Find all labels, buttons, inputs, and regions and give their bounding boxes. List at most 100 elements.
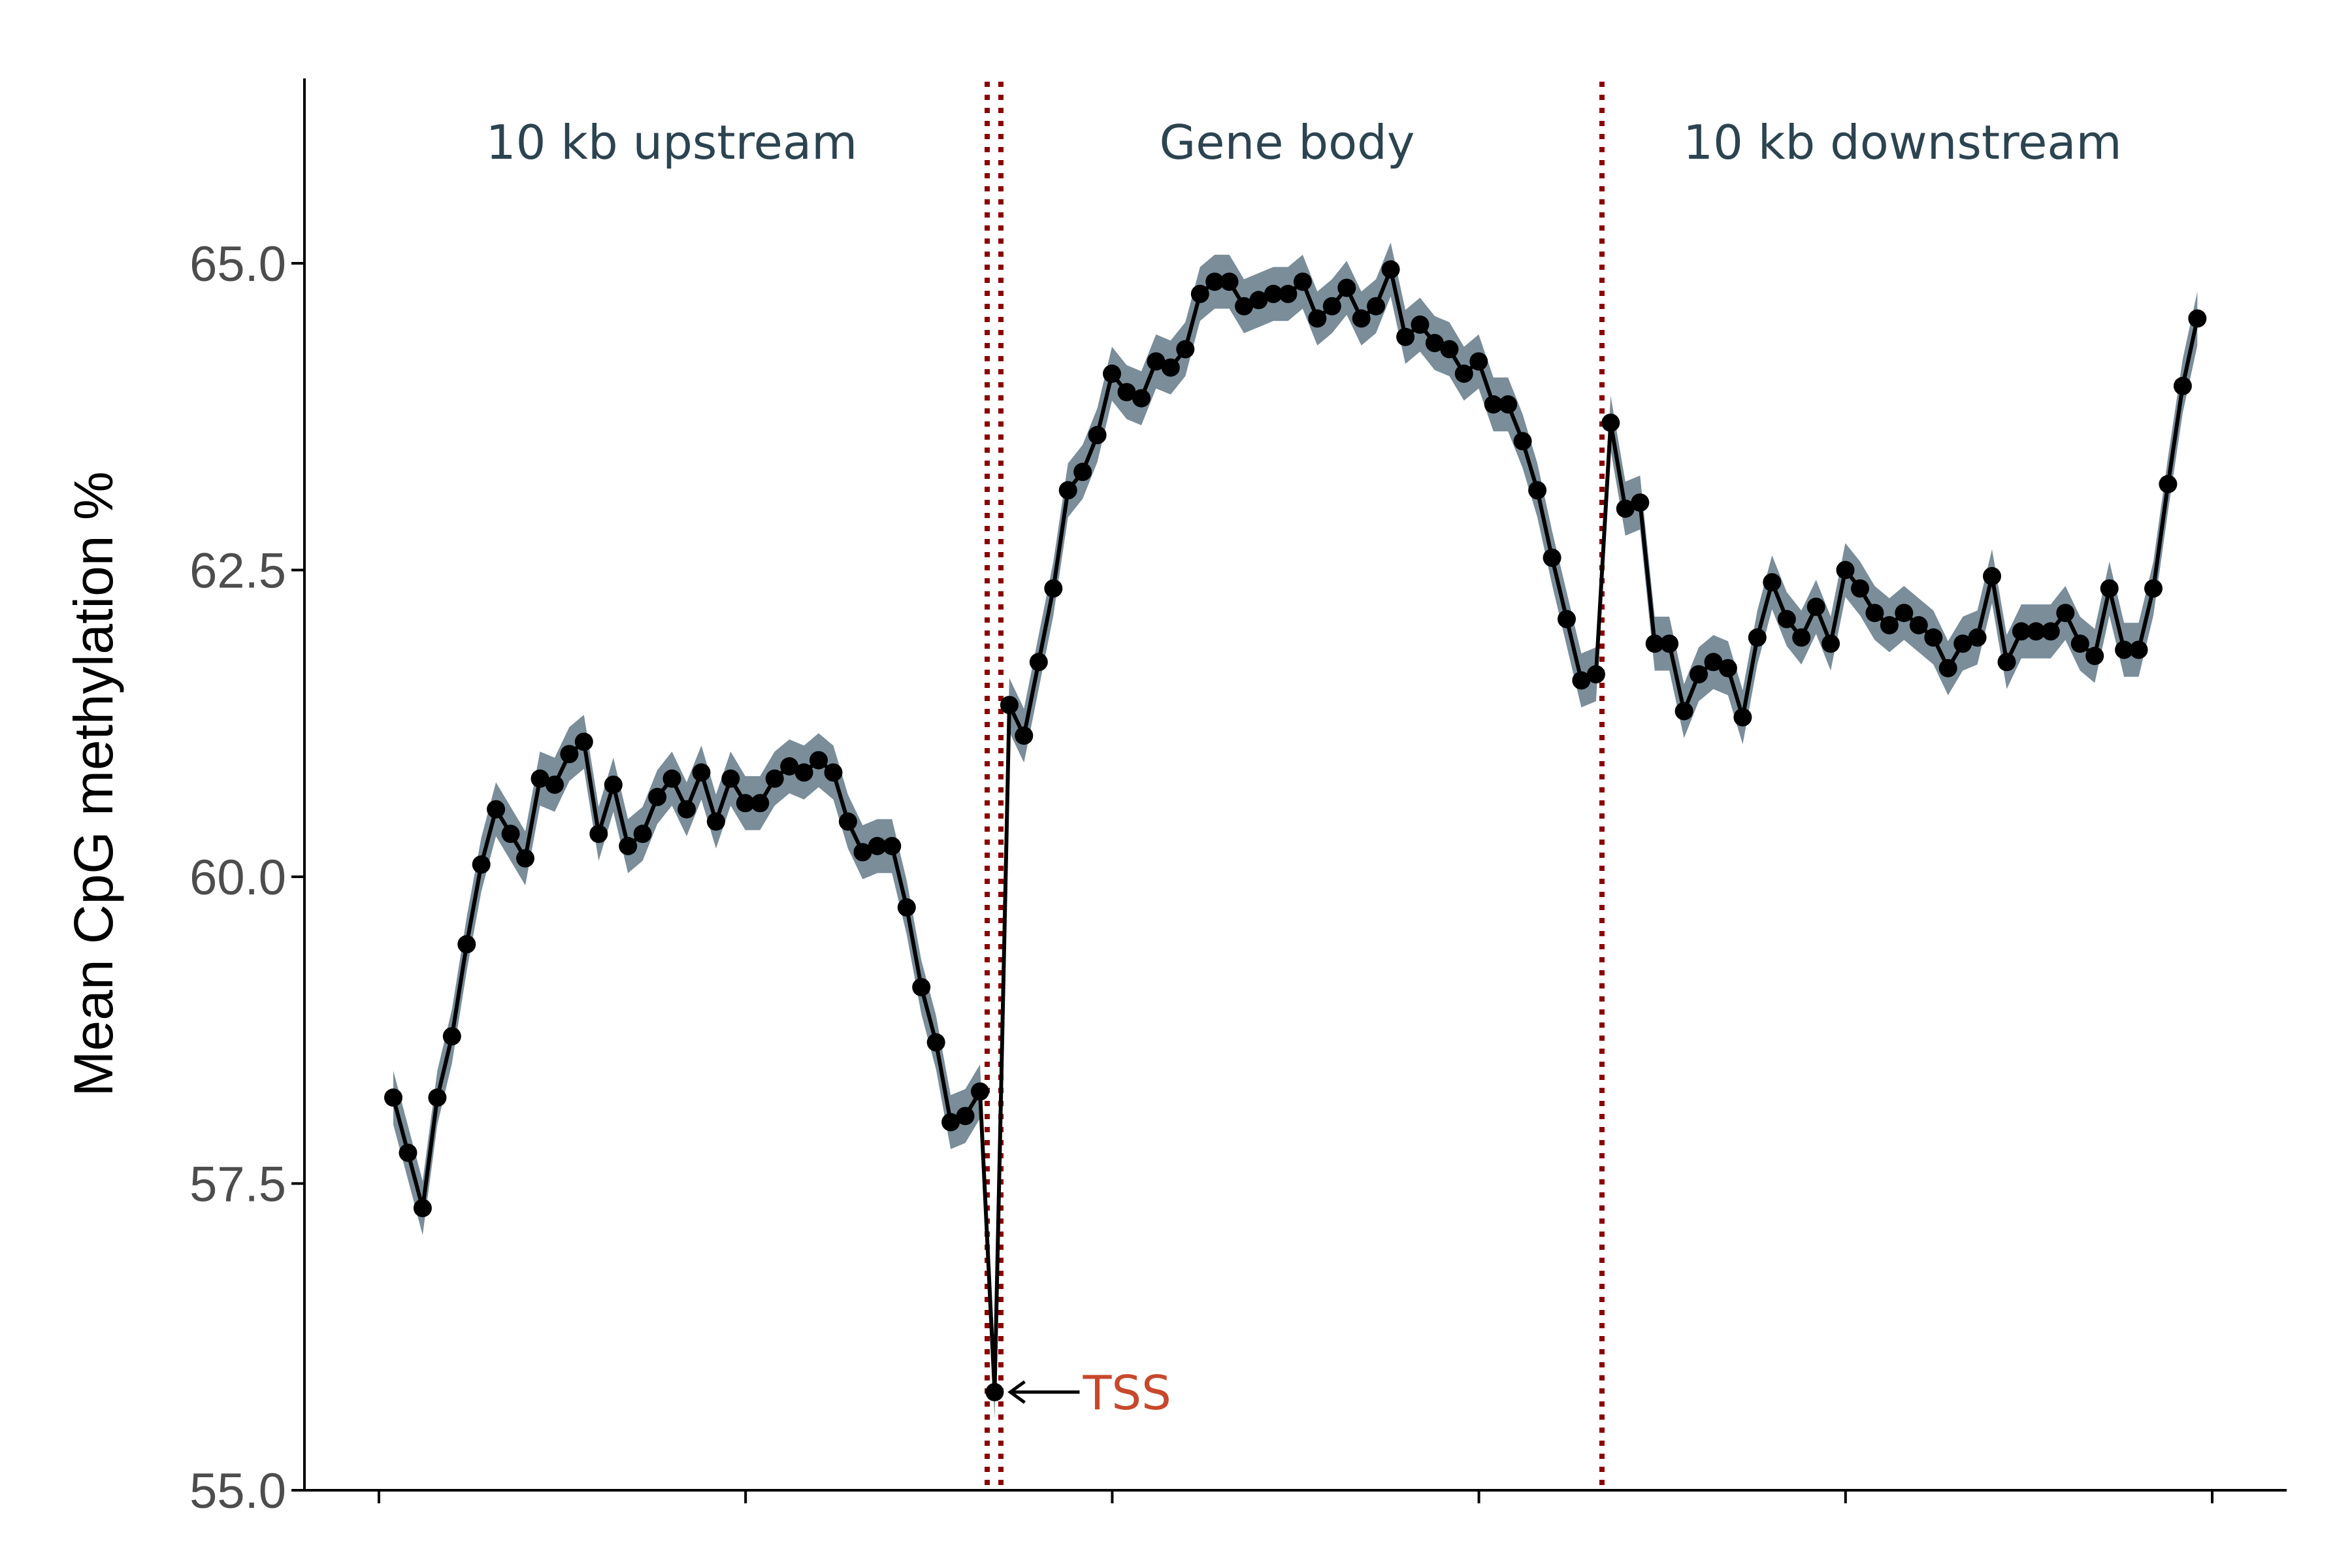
- tss-arrow-head: [1007, 1380, 1026, 1404]
- data-point: [2159, 475, 2178, 493]
- data-point: [1308, 309, 1327, 328]
- data-point: [2188, 309, 2207, 328]
- data-point: [1190, 284, 1209, 303]
- data-point: [1983, 566, 2001, 585]
- data-point: [897, 898, 916, 917]
- y-tick-label: 60.0: [189, 850, 286, 906]
- data-point: [1425, 334, 1444, 353]
- region-labels-layer: 10 kb upstream Gene body 10 kb downstream: [486, 115, 2122, 170]
- data-point: [487, 800, 506, 819]
- data-point: [794, 763, 813, 782]
- data-point: [971, 1082, 989, 1101]
- y-axis-title: Mean CpG methylation %: [63, 471, 124, 1096]
- data-point: [1073, 463, 1092, 482]
- data-point: [1454, 365, 1473, 383]
- data-point: [1499, 395, 1518, 414]
- data-point: [1161, 358, 1180, 377]
- data-point: [883, 837, 902, 855]
- data-point: [1235, 297, 1254, 316]
- data-point: [589, 825, 608, 843]
- data-point: [442, 1027, 461, 1046]
- data-point: [765, 769, 784, 788]
- annotation-layer: TSS: [1007, 1365, 1171, 1420]
- data-point: [384, 1088, 402, 1107]
- data-point: [1205, 272, 1224, 291]
- data-point: [1440, 340, 1459, 359]
- data-point: [604, 776, 623, 794]
- data-point: [1645, 634, 1664, 653]
- data-point: [574, 732, 593, 751]
- y-tick-label: 57.5: [189, 1157, 286, 1213]
- data-point: [780, 757, 799, 776]
- data-point: [2041, 622, 2060, 641]
- data-point: [1249, 291, 1268, 310]
- data-point: [1293, 272, 1312, 291]
- data-point: [985, 1382, 1004, 1401]
- tss-label: TSS: [1082, 1365, 1171, 1420]
- data-point: [1586, 665, 1605, 684]
- data-point: [1103, 365, 1121, 383]
- data-point: [1997, 653, 2016, 672]
- data-point: [662, 769, 681, 788]
- data-point: [1015, 727, 1034, 745]
- data-point: [2144, 579, 2163, 598]
- data-point: [692, 763, 711, 782]
- data-point: [472, 855, 491, 874]
- data-point: [1367, 297, 1386, 316]
- data-point: [1880, 616, 1899, 634]
- data-point: [648, 787, 667, 806]
- data-point: [633, 825, 652, 843]
- confidence-band: [393, 242, 2198, 1420]
- series-line-layer: [391, 267, 2200, 1394]
- data-point: [1865, 604, 1884, 623]
- data-point: [1836, 561, 1855, 580]
- data-point: [838, 812, 857, 831]
- data-point: [428, 1088, 447, 1107]
- data-point: [721, 769, 740, 788]
- data-point: [1821, 634, 1840, 653]
- data-point: [1411, 315, 1429, 334]
- data-point: [1147, 352, 1166, 371]
- data-point: [1616, 499, 1635, 518]
- data-point: [1792, 628, 1811, 647]
- data-point: [1396, 327, 1415, 346]
- data-point: [1851, 579, 1869, 598]
- data-point: [1044, 579, 1063, 598]
- data-point: [1733, 708, 1752, 727]
- data-point: [1543, 548, 1561, 567]
- data-point: [2115, 640, 2134, 659]
- y-tick-label: 62.5: [189, 544, 286, 599]
- confidence-band-layer: [393, 242, 2198, 1420]
- data-point: [678, 800, 696, 819]
- data-point: [706, 812, 725, 831]
- data-point: [1718, 659, 1737, 678]
- data-point: [1088, 425, 1107, 444]
- data-point: [1660, 634, 1679, 653]
- data-point: [824, 763, 843, 782]
- region-label: 10 kb upstream: [486, 115, 857, 170]
- data-point: [1704, 653, 1723, 672]
- data-point: [2012, 622, 2031, 641]
- data-point: [516, 849, 534, 868]
- data-point: [1674, 702, 1693, 721]
- data-point: [1264, 284, 1282, 303]
- data-point: [399, 1143, 417, 1162]
- data-point: [809, 751, 828, 770]
- y-tick-label: 55.0: [189, 1463, 286, 1519]
- data-point: [1806, 597, 1825, 616]
- data-point: [1029, 653, 1048, 672]
- data-point: [1777, 610, 1796, 629]
- data-point: [1909, 616, 1928, 634]
- data-point: [501, 825, 520, 843]
- data-point: [2100, 579, 2119, 598]
- data-point: [1968, 628, 1987, 647]
- data-point: [1601, 414, 1620, 433]
- data-point: [1279, 284, 1298, 303]
- data-point: [1322, 297, 1341, 316]
- data-point: [1924, 628, 1943, 647]
- data-point: [1469, 352, 1488, 371]
- data-point: [736, 794, 755, 813]
- data-point: [1748, 628, 1767, 647]
- data-point: [2173, 376, 2192, 395]
